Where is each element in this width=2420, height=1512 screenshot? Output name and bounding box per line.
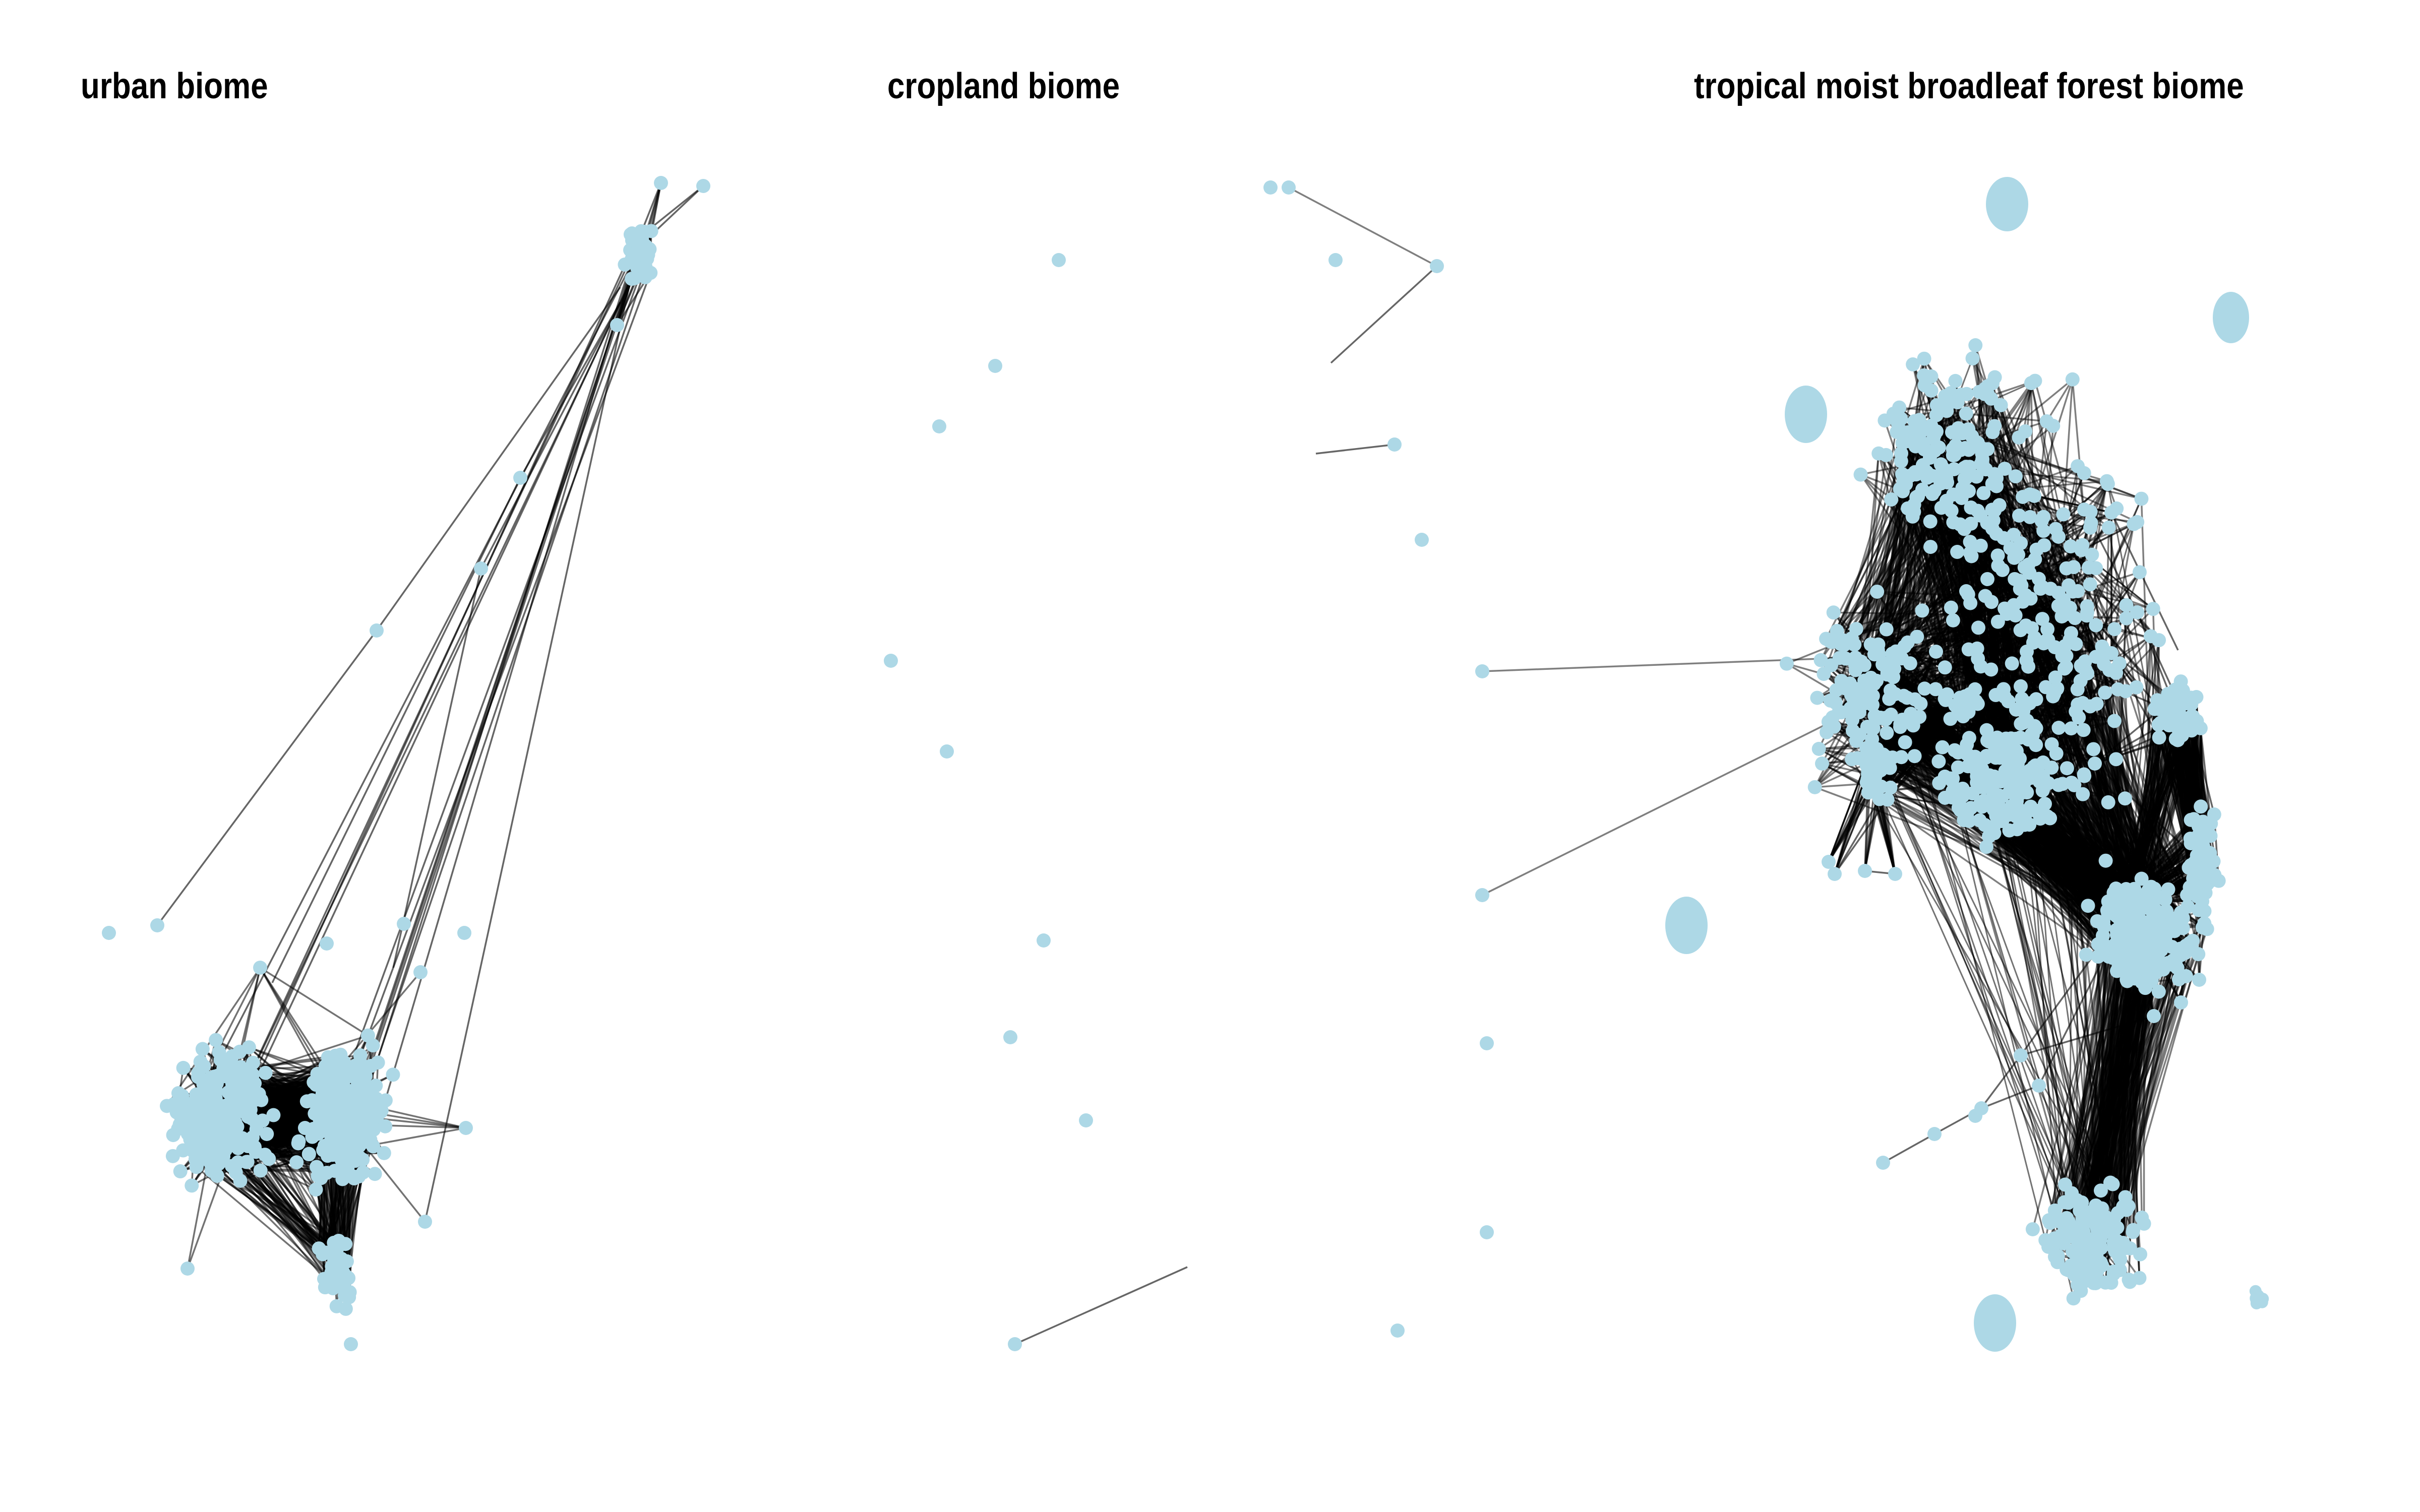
panel-title-urban: urban biome — [81, 66, 268, 106]
network-edge — [2128, 950, 2179, 1207]
network-edge — [1887, 468, 1944, 675]
network-edge — [519, 302, 621, 478]
network-edge — [1870, 750, 2104, 1218]
network-edge — [245, 1097, 317, 1190]
network-edge — [260, 967, 369, 1037]
panel-title-tropical-forest: tropical moist broadleaf forest biome — [1694, 66, 2244, 106]
network-edge — [1288, 186, 1437, 267]
network-edge — [1887, 716, 1964, 800]
network-edge — [480, 302, 621, 569]
network-edge — [1965, 477, 2015, 606]
network-edge — [1983, 779, 2095, 1257]
network-edge — [1882, 614, 2087, 665]
network-edge — [1975, 769, 2115, 1248]
network-edge — [1315, 444, 1395, 455]
panel-cropland: cropland biome — [807, 0, 1613, 1512]
network-edge — [358, 249, 641, 1090]
network-edge — [2097, 944, 2102, 1230]
network-edge — [331, 248, 651, 1114]
network-edge — [1921, 382, 2032, 432]
edge-layer — [156, 182, 2220, 1345]
network-edge — [1899, 724, 2075, 1275]
panel-tropical-forest: tropical moist broadleaf forest biome — [1613, 0, 2420, 1512]
network-edge — [2091, 972, 2157, 1215]
network-edge — [356, 231, 642, 1123]
long-range-edges — [1014, 265, 1438, 1345]
network-edge — [1852, 730, 2079, 1237]
network-edge — [2086, 612, 2096, 764]
network-edge — [376, 286, 621, 632]
network-edge — [213, 246, 647, 1171]
network-edge — [392, 568, 482, 968]
network-edge — [1886, 732, 2131, 1249]
network-edge — [1959, 810, 2066, 1185]
long-range-edges — [156, 231, 651, 1261]
network-edge — [1482, 721, 1832, 896]
network-edge — [218, 241, 637, 1152]
panel-urban: urban biome — [0, 0, 807, 1512]
network-edge — [311, 1137, 338, 1249]
network-edge — [2113, 942, 2139, 1219]
network-edge — [191, 259, 635, 1114]
network-edge — [1014, 1266, 1188, 1345]
network-edge — [2043, 816, 2119, 1214]
network-edge — [2061, 616, 2100, 1231]
network-edge — [1938, 761, 2103, 1209]
network-edge — [156, 629, 378, 926]
network-edge — [1482, 657, 1840, 672]
network-edge — [1831, 641, 2004, 690]
network-edge — [1860, 407, 1900, 662]
panel-title-cropland: cropland biome — [887, 66, 1120, 106]
network-edge — [2077, 590, 2154, 610]
network-edge — [424, 231, 642, 1222]
network-edge — [1330, 265, 1438, 364]
network-edge — [2032, 912, 2118, 1230]
network-edge — [1870, 750, 2094, 1251]
network-edge — [1851, 759, 2119, 1214]
network-edge — [2039, 818, 2101, 1246]
